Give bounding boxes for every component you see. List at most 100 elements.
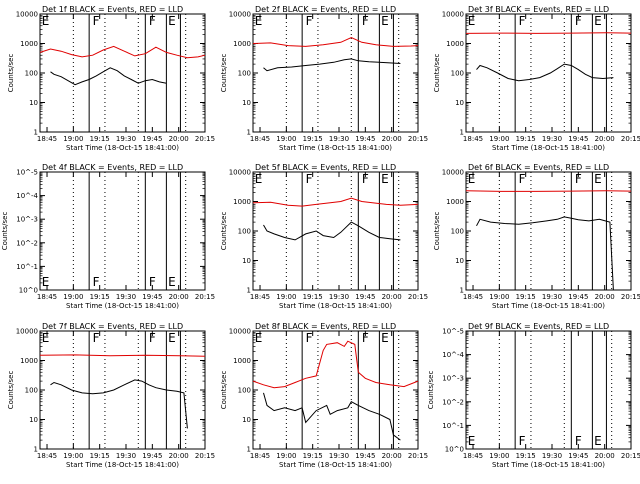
marker-letter-f: F	[306, 14, 313, 28]
y-tick-label: 1000	[233, 198, 251, 206]
x-axis-label: Start Time (18-Oct-15 18:41:00)	[492, 302, 605, 310]
y-tick-label: 100	[451, 70, 464, 78]
events-series-line	[50, 67, 167, 86]
x-tick-label: 19:15	[516, 452, 536, 460]
x-tick-label: 20:00	[595, 135, 615, 143]
x-tick-label: 20:00	[169, 452, 189, 460]
y-axis-label: Counts/sec	[7, 371, 15, 410]
y-tick-label: 1	[34, 129, 38, 137]
x-tick-label: 18:45	[463, 135, 483, 143]
plot-panel-6: Det 6f BLACK = Events, RED = LLD 1 10 100 10…	[433, 163, 640, 310]
lld-series-line	[252, 197, 419, 207]
y-axis-label: Counts/sec	[220, 54, 228, 93]
plot-panel-1: Det 1f BLACK = Events, RED = LLD 1 10 100 10…	[7, 5, 215, 152]
x-tick-label: 18:45	[463, 293, 483, 301]
events-series-line	[263, 221, 401, 241]
x-tick-label: 19:15	[90, 135, 110, 143]
y-tick-label: 10	[455, 99, 464, 107]
marker-letter-e: E	[381, 14, 389, 28]
y-tick-label: 1	[34, 446, 38, 454]
x-tick-label: 20:15	[408, 293, 428, 301]
plot-title: Det 6f BLACK = Events, RED = LLD	[468, 163, 609, 172]
x-tick-label: 19:00	[489, 135, 509, 143]
y-tick-label: 1000	[233, 357, 251, 365]
marker-letter-f: F	[575, 14, 582, 28]
x-axis-label: Start Time (18-Oct-15 18:41:00)	[66, 144, 179, 152]
x-tick-label: 19:15	[516, 293, 536, 301]
x-tick-label: 20:00	[382, 293, 402, 301]
x-tick-label: 19:00	[63, 135, 83, 143]
x-tick-label: 19:45	[568, 452, 588, 460]
marker-letter-f: F	[93, 14, 100, 28]
x-tick-label: 20:15	[195, 293, 215, 301]
y-tick-label: 10^-4	[16, 192, 38, 200]
y-axis-label: Counts/sec	[220, 212, 228, 251]
marker-letter-f: F	[519, 434, 526, 448]
x-tick-label: 19:00	[63, 293, 83, 301]
y-axis-label: Counts/sec	[433, 54, 441, 93]
y-axis-label: Counts/sec	[427, 371, 435, 410]
plot-panel-8: Det 8f BLACK = Events, RED = LLD 1 10 100 10…	[220, 322, 428, 469]
marker-letter-e: E	[255, 331, 263, 345]
events-series-line	[476, 216, 614, 291]
x-tick-label: 20:15	[195, 135, 215, 143]
y-tick-label: 10^-5	[16, 169, 38, 177]
marker-letter-e: E	[42, 331, 50, 345]
x-tick-label: 19:30	[116, 452, 136, 460]
x-tick-label: 18:45	[463, 452, 483, 460]
y-tick-label: 10^-3	[16, 216, 38, 224]
events-series-line	[263, 392, 401, 441]
plot-title: Det 8f BLACK = Events, RED = LLD	[255, 322, 396, 331]
lld-series-line	[465, 190, 632, 192]
x-tick-label: 20:00	[169, 135, 189, 143]
y-tick-label: 100	[238, 70, 251, 78]
plot-panel-2: Det 2f BLACK = Events, RED = LLD 1 10 100 10…	[220, 5, 428, 152]
x-tick-label: 19:30	[329, 293, 349, 301]
y-tick-label: 100	[238, 228, 251, 236]
y-axis-label: Counts/sec	[7, 54, 15, 93]
y-tick-label: 10^-4	[442, 351, 464, 359]
marker-letter-f: F	[575, 434, 582, 448]
x-tick-label: 19:30	[116, 135, 136, 143]
x-tick-label: 19:00	[276, 135, 296, 143]
marker-letter-e: E	[255, 172, 263, 186]
x-tick-label: 20:15	[408, 135, 428, 143]
x-tick-label: 19:45	[355, 452, 375, 460]
y-tick-label: 10	[242, 257, 251, 265]
x-tick-label: 18:45	[37, 452, 57, 460]
y-tick-label: 100	[451, 228, 464, 236]
y-tick-label: 10^-5	[442, 328, 464, 336]
y-tick-label: 1000	[446, 198, 464, 206]
x-tick-label: 19:15	[303, 293, 323, 301]
x-tick-label: 19:30	[542, 452, 562, 460]
marker-letter-f: F	[519, 172, 526, 186]
x-tick-label: 20:15	[195, 452, 215, 460]
x-tick-label: 19:15	[516, 135, 536, 143]
x-tick-label: 19:45	[142, 452, 162, 460]
y-tick-label: 100	[25, 70, 38, 78]
marker-letter-f: F	[519, 14, 526, 28]
x-tick-label: 19:45	[142, 135, 162, 143]
marker-letter-f: F	[93, 275, 100, 289]
y-tick-label: 10^-1	[16, 263, 38, 271]
y-tick-label: 10	[242, 99, 251, 107]
y-tick-label: 10^-2	[16, 239, 38, 247]
x-axis-label: Start Time (18-Oct-15 18:41:00)	[279, 144, 392, 152]
y-tick-label: 10	[455, 257, 464, 265]
plot-panel-3: Det 3f BLACK = Events, RED = LLD 1 10 100 10…	[433, 5, 640, 152]
x-axis-label: Start Time (18-Oct-15 18:41:00)	[279, 302, 392, 310]
y-tick-label: 1	[247, 129, 251, 137]
plot-title: Det 7f BLACK = Events, RED = LLD	[42, 322, 183, 331]
y-tick-label: 10^-1	[442, 422, 464, 430]
y-tick-label: 10^0	[19, 287, 38, 295]
y-tick-label: 1000	[233, 40, 251, 48]
x-tick-label: 19:45	[568, 293, 588, 301]
marker-letter-e: E	[594, 434, 602, 448]
x-tick-label: 20:15	[621, 135, 640, 143]
lld-series-line	[252, 36, 419, 47]
y-tick-label: 10000	[442, 11, 464, 19]
marker-letter-f: F	[306, 331, 313, 345]
plot-panel-4: Det 4f BLACK = Events, RED = LLD 10^0 10^-…	[1, 163, 215, 310]
x-tick-label: 20:15	[408, 452, 428, 460]
marker-letter-e: E	[168, 275, 176, 289]
